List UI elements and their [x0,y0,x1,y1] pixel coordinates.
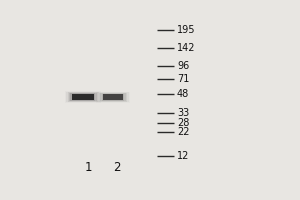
Text: 22: 22 [177,127,190,137]
Bar [70,93,95,101]
Bar [98,92,128,102]
Text: 96: 96 [177,61,189,71]
Text: 33: 33 [177,108,189,118]
Bar [100,93,126,101]
Text: 195: 195 [177,25,196,35]
Bar [65,91,101,103]
Bar [96,92,130,103]
Text: 71: 71 [177,74,189,84]
Text: 48: 48 [177,89,189,99]
Text: 142: 142 [177,43,196,53]
Text: 28: 28 [177,118,189,128]
Bar [99,93,127,102]
Text: 2: 2 [113,161,120,174]
Bar [72,94,94,100]
Text: 1: 1 [85,161,92,174]
Bar [103,94,123,100]
Text: 12: 12 [177,151,189,161]
Bar [68,92,98,102]
Bar [69,93,97,101]
Bar [66,92,100,102]
Bar [102,94,124,101]
